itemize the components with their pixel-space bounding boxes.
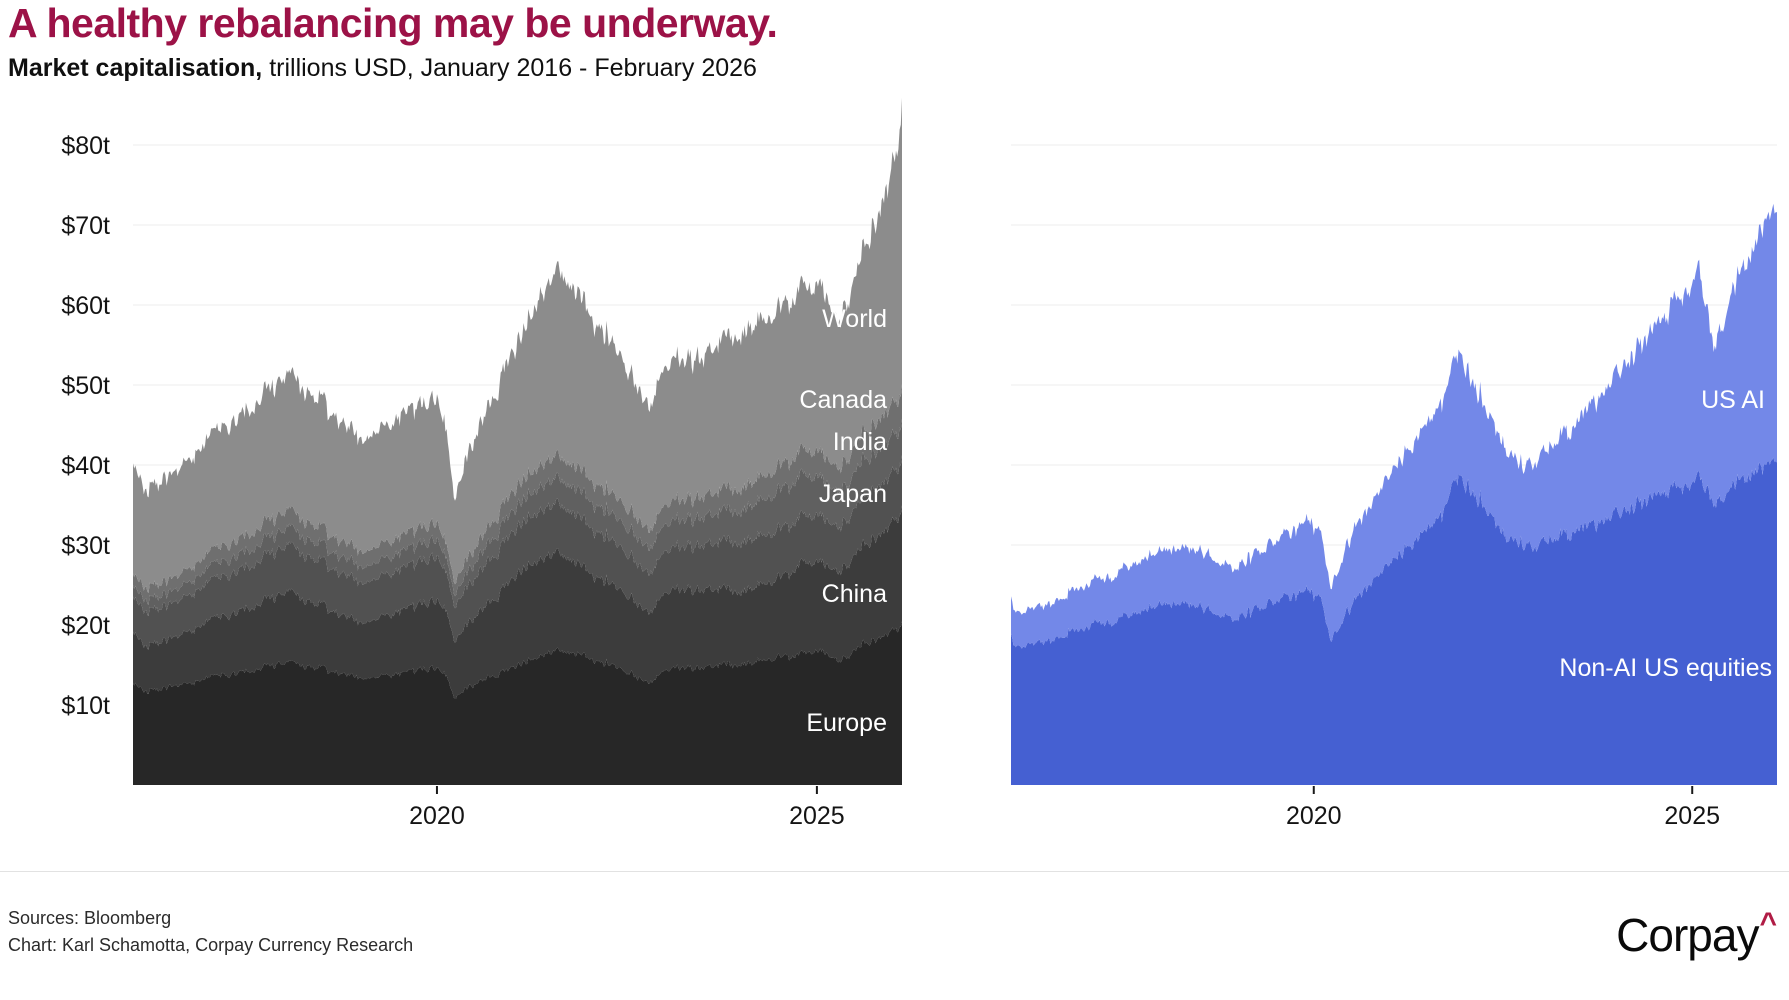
footer-sources: Sources: Bloomberg — [8, 908, 172, 928]
page-subtitle: Market capitalisation, trillions USD, Ja… — [8, 54, 757, 83]
subtitle-rest: trillions USD, January 2016 - February 2… — [262, 54, 757, 82]
footer-credits: Sources: Bloomberg Chart: Karl Schamotta… — [8, 905, 413, 959]
series-label-india: India — [832, 428, 887, 456]
svg-text:$70t: $70t — [61, 212, 110, 240]
svg-text:$50t: $50t — [61, 372, 110, 400]
svg-text:2020: 2020 — [1286, 802, 1342, 830]
series-label-world: World — [822, 305, 887, 333]
svg-text:$60t: $60t — [61, 292, 110, 320]
footer-divider — [0, 871, 1789, 872]
corpay-logo-caret-icon: ^ — [1759, 907, 1777, 940]
svg-text:2025: 2025 — [789, 802, 845, 830]
corpay-logo: Corpay^ — [1616, 907, 1777, 962]
series-label-non-ai-us-equities: Non-AI US equities — [1559, 654, 1772, 682]
page-title: A healthy rebalancing may be underway. — [8, 0, 778, 46]
series-label-europe: Europe — [806, 709, 887, 737]
series-label-canada: Canada — [799, 386, 887, 414]
series-label-us-ai: US AI — [1701, 386, 1765, 414]
svg-text:$80t: $80t — [61, 132, 110, 160]
subtitle-bold: Market capitalisation, — [8, 54, 263, 82]
footer-chart-credit: Chart: Karl Schamotta, Corpay Currency R… — [8, 935, 414, 955]
corpay-logo-text: Corpay — [1616, 909, 1759, 961]
series-label-japan: Japan — [818, 480, 887, 508]
svg-text:$10t: $10t — [61, 692, 110, 720]
svg-text:$40t: $40t — [61, 452, 110, 480]
svg-text:2020: 2020 — [409, 802, 465, 830]
series-label-china: China — [821, 580, 887, 608]
svg-text:$30t: $30t — [61, 532, 110, 560]
svg-text:$20t: $20t — [61, 612, 110, 640]
svg-text:2025: 2025 — [1664, 802, 1720, 830]
